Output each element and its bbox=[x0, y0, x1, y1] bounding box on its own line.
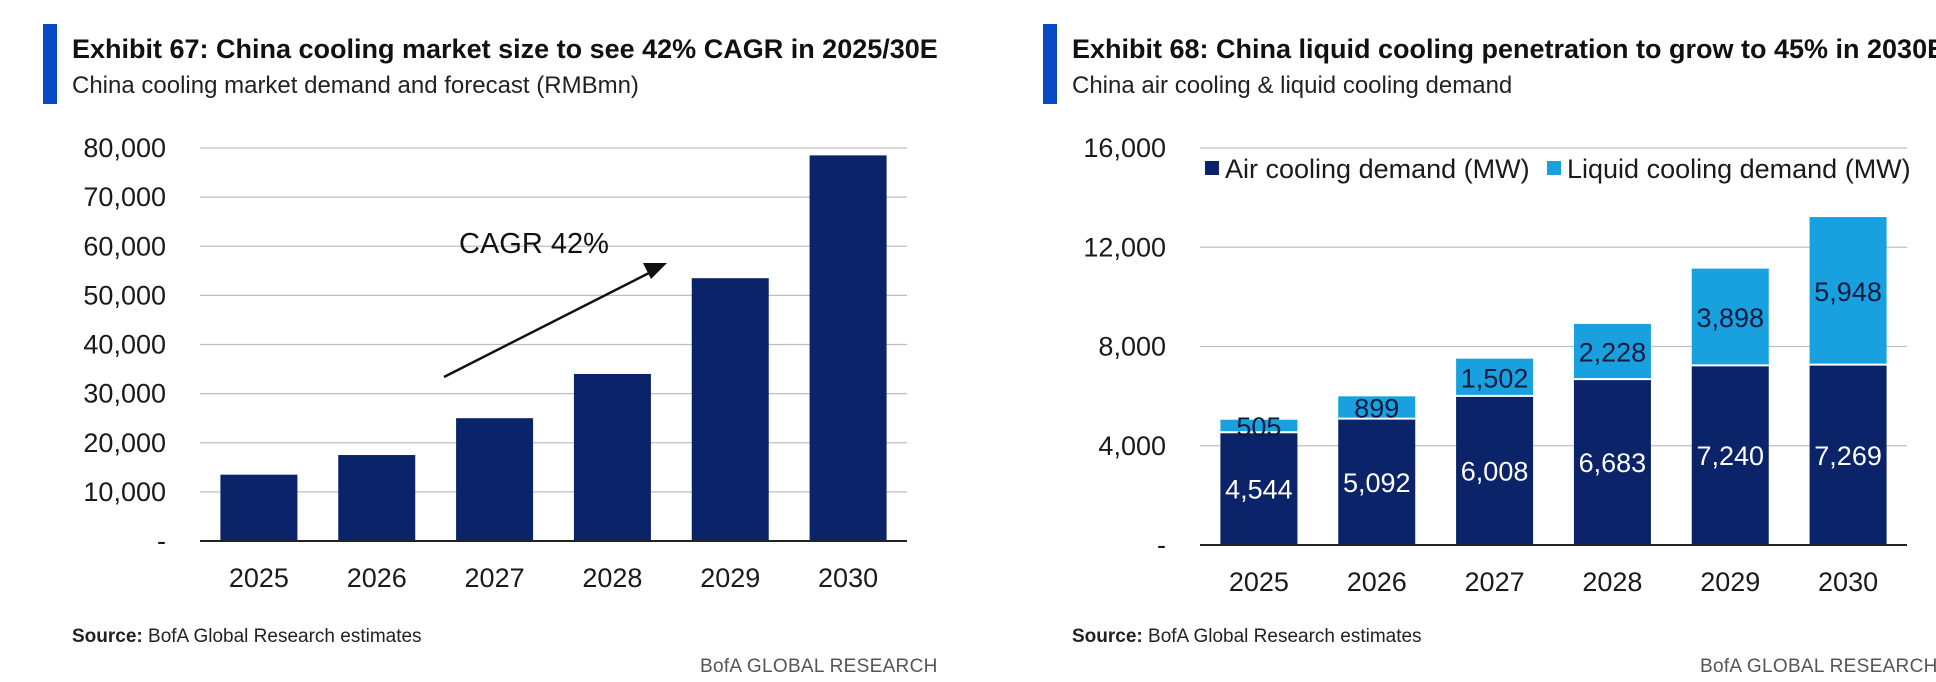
cagr-annotation: CAGR 42% bbox=[459, 228, 609, 260]
x-tick-label: 2029 bbox=[1700, 567, 1760, 597]
x-tick-label: 2027 bbox=[465, 563, 525, 593]
y-tick-label: 12,000 bbox=[1083, 232, 1166, 262]
x-tick-label: 2030 bbox=[1818, 567, 1878, 597]
x-tick-label: 2026 bbox=[1347, 567, 1407, 597]
data-label-air: 7,269 bbox=[1814, 441, 1882, 471]
exhibit-67: Exhibit 67: China cooling market size to… bbox=[0, 0, 960, 682]
bar-2025 bbox=[220, 474, 298, 541]
exhibit-67-source-text: BofA Global Research estimates bbox=[148, 626, 422, 647]
x-tick-label: 2025 bbox=[1229, 567, 1289, 597]
x-tick-label: 2025 bbox=[229, 563, 289, 593]
bar-liquid-2029 bbox=[1691, 268, 1769, 366]
cagr-arrow-line bbox=[443, 271, 650, 379]
exhibit-68-source: Source: BofA Global Research estimates bbox=[1072, 626, 1422, 648]
x-tick-label: 2029 bbox=[700, 563, 760, 593]
exhibit-68-accent-bar bbox=[1043, 24, 1057, 104]
data-label-liquid: 5,948 bbox=[1814, 277, 1882, 307]
exhibit-68-source-label: Source: bbox=[1072, 626, 1143, 647]
bar-liquid-2025 bbox=[1220, 419, 1298, 433]
bar-2028 bbox=[573, 373, 651, 541]
x-tick-label: 2028 bbox=[1582, 567, 1642, 597]
bar-air-2025 bbox=[1220, 432, 1298, 545]
bar-air-2026 bbox=[1338, 418, 1416, 545]
y-tick-label: 70,000 bbox=[83, 182, 166, 212]
y-tick-label: 40,000 bbox=[83, 330, 166, 360]
bar-air-2027 bbox=[1456, 395, 1534, 545]
exhibit-68-subtitle: China air cooling & liquid cooling deman… bbox=[1072, 72, 1513, 99]
exhibit-67-subtitle: China cooling market demand and forecast… bbox=[72, 72, 639, 99]
x-tick-label: 2027 bbox=[1465, 567, 1525, 597]
legend-label-liquid: Liquid cooling demand (MW) bbox=[1567, 154, 1911, 184]
y-tick-label: - bbox=[1157, 530, 1166, 560]
data-label-air: 6,683 bbox=[1579, 448, 1647, 478]
y-tick-label: 60,000 bbox=[83, 231, 166, 261]
x-tick-label: 2026 bbox=[347, 563, 407, 593]
bar-2030 bbox=[809, 155, 887, 541]
y-tick-label: 8,000 bbox=[1098, 332, 1166, 362]
data-label-air: 5,092 bbox=[1343, 468, 1411, 498]
legend-label-air: Air cooling demand (MW) bbox=[1225, 154, 1530, 184]
bar-2026 bbox=[338, 455, 416, 541]
y-tick-label: 50,000 bbox=[83, 280, 166, 310]
y-tick-label: 20,000 bbox=[83, 428, 166, 458]
exhibit-67-title: Exhibit 67: China cooling market size to… bbox=[72, 34, 938, 64]
exhibit-67-chart: - 10,000 20,000 30,000 40,000 50,000 60,000 70,… bbox=[83, 133, 907, 593]
exhibit-68-title: Exhibit 68: China liquid cooling penetra… bbox=[1072, 34, 1936, 64]
legend-swatch-air bbox=[1205, 161, 1219, 175]
exhibit-68: Exhibit 68: China liquid cooling penetra… bbox=[1000, 0, 1936, 682]
bar-liquid-2030 bbox=[1809, 217, 1887, 365]
exhibit-68-footer: BofA GLOBAL RESEARCH bbox=[1700, 656, 1936, 677]
y-tick-label: - bbox=[157, 526, 166, 556]
bar-air-2029 bbox=[1691, 365, 1769, 545]
bar-2029 bbox=[691, 278, 769, 541]
data-label-liquid: 1,502 bbox=[1461, 363, 1529, 393]
exhibit-67-footer: BofA GLOBAL RESEARCH bbox=[700, 656, 938, 677]
bar-2027 bbox=[456, 418, 534, 541]
data-label-liquid: 3,898 bbox=[1696, 303, 1764, 333]
exhibit-67-source: Source: BofA Global Research estimates bbox=[72, 626, 422, 648]
bar-liquid-2026 bbox=[1338, 396, 1416, 419]
x-tick-label: 2030 bbox=[818, 563, 878, 593]
data-label-liquid: 899 bbox=[1354, 394, 1399, 424]
bar-air-2030 bbox=[1809, 364, 1887, 545]
bar-liquid-2027 bbox=[1456, 358, 1534, 396]
data-label-liquid: 505 bbox=[1236, 412, 1281, 442]
exhibit-68-chart: - 4,000 8,000 12,000 16,000 4,544 505 2025 5,092… bbox=[1083, 133, 1911, 597]
y-tick-label: 30,000 bbox=[83, 379, 166, 409]
y-tick-label: 4,000 bbox=[1098, 431, 1166, 461]
data-label-liquid: 2,228 bbox=[1579, 338, 1647, 368]
bar-air-2028 bbox=[1573, 379, 1651, 545]
data-label-air: 4,544 bbox=[1225, 475, 1293, 505]
cagr-arrow-head bbox=[643, 263, 667, 279]
exhibit-68-source-text: BofA Global Research estimates bbox=[1148, 626, 1422, 647]
bar-liquid-2028 bbox=[1573, 323, 1651, 380]
y-tick-label: 80,000 bbox=[83, 133, 166, 163]
data-label-air: 7,240 bbox=[1696, 441, 1764, 471]
x-tick-label: 2028 bbox=[582, 563, 642, 593]
y-tick-label: 10,000 bbox=[83, 477, 166, 507]
data-label-air: 6,008 bbox=[1461, 456, 1529, 486]
exhibit-67-source-label: Source: bbox=[72, 626, 143, 647]
y-tick-label: 16,000 bbox=[1083, 133, 1166, 163]
legend-swatch-liquid bbox=[1547, 161, 1561, 175]
exhibit-67-accent-bar bbox=[43, 24, 57, 104]
